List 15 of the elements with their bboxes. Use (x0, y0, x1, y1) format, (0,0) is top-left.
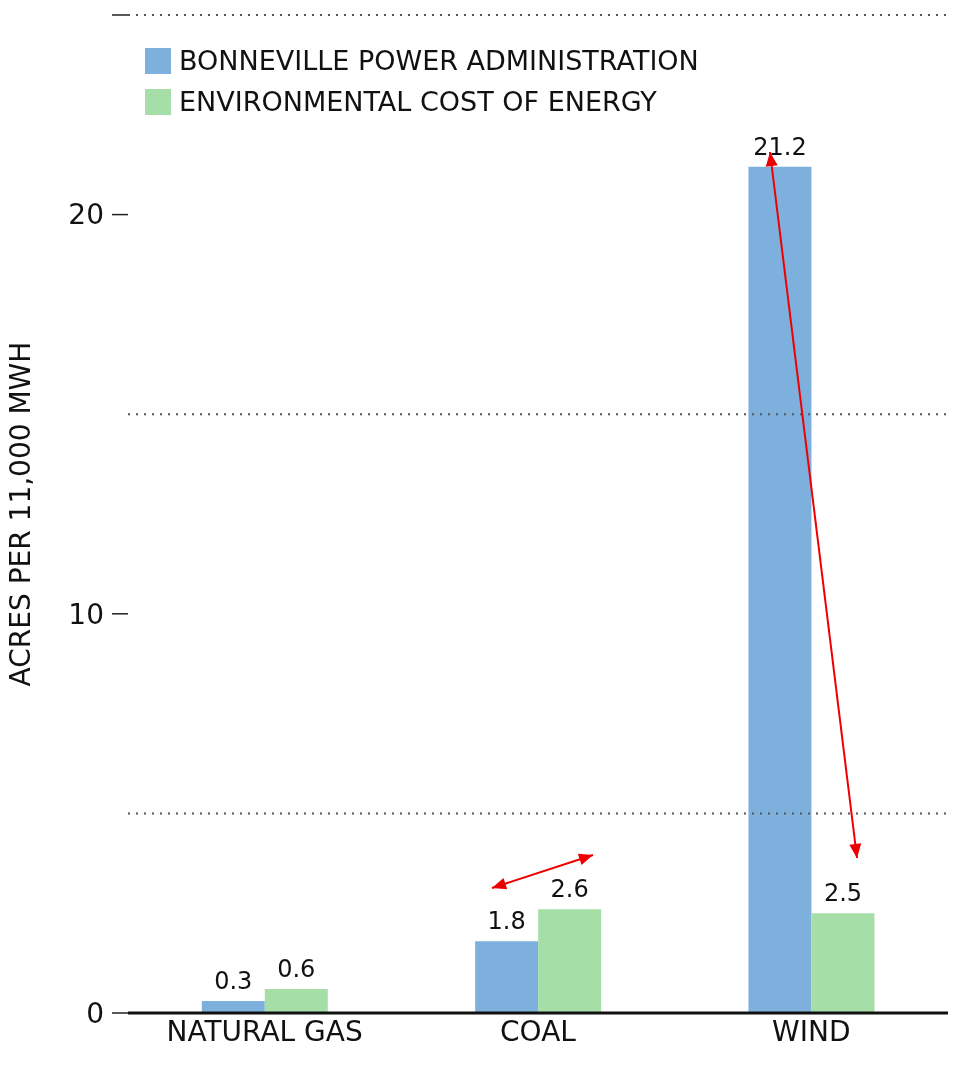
legend-label: ENVIRONMENTAL COST OF ENERGY (179, 85, 657, 119)
y-tick-label: 10 (68, 597, 104, 631)
legend-label: BONNEVILLE POWER ADMINISTRATION (179, 44, 699, 78)
y-tick-label: 0 (86, 996, 104, 1030)
y-axis-title: ACRES PER 11,000 MWH (3, 341, 37, 687)
data-label: 2.5 (823, 879, 863, 908)
x-tick-label: COAL (500, 1014, 577, 1048)
data-label: 2.6 (550, 875, 589, 904)
data-label: 21.2 (753, 132, 807, 161)
data-label: 0.3 (214, 967, 253, 996)
y-tick-label: 20 (68, 198, 104, 232)
data-label: 0.6 (277, 955, 316, 984)
x-tick-label: WIND (772, 1014, 851, 1048)
data-label: 1.8 (487, 907, 526, 936)
x-tick-label: NATURAL GAS (166, 1014, 363, 1048)
